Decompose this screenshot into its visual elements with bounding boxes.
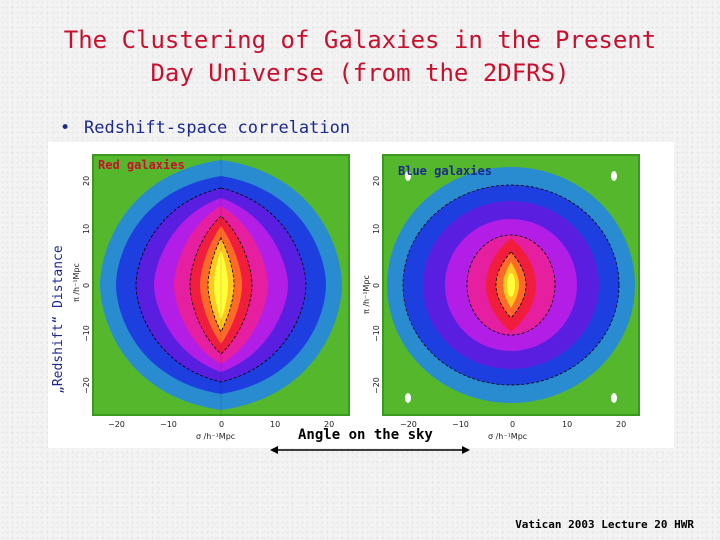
left-y-tick-minus20: −20	[82, 377, 91, 394]
right-y-tick-10: 10	[372, 223, 381, 234]
left-x-tick-minus20: −20	[108, 420, 125, 429]
red-correlation-map	[92, 154, 350, 416]
footer-citation: Vatican 2003 Lecture 20 HWR	[515, 518, 694, 531]
left-y-tick-minus10: −10	[82, 325, 91, 342]
bullet-dot-icon: •	[60, 118, 71, 138]
correlation-figure: Red galaxies Blue galaxies 20 10 0 −10 −…	[48, 142, 674, 448]
red-galaxies-panel	[92, 154, 350, 416]
left-y-tick-20: 20	[82, 175, 91, 186]
left-y-tick-10: 10	[82, 223, 91, 234]
left-x-unit: σ /h⁻¹Mpc	[196, 432, 236, 441]
left-x-tick-0: 0	[219, 420, 225, 429]
right-y-tick-minus20: −20	[372, 377, 381, 394]
left-x-tick-20: 20	[324, 420, 335, 429]
right-y-unit: π /h⁻¹Mpc	[362, 275, 371, 314]
right-x-tick-0: 0	[510, 420, 516, 429]
bullet-text: Redshift-space correlation	[84, 118, 351, 138]
y-axis-title: „Redshift“ Distance	[51, 245, 66, 394]
right-y-tick-20: 20	[372, 175, 381, 186]
slide-title: The Clustering of Galaxies in the Presen…	[40, 24, 680, 90]
left-x-tick-minus10: −10	[160, 420, 177, 429]
right-y-tick-0: 0	[372, 282, 381, 288]
blue-correlation-map	[382, 154, 640, 416]
left-y-tick-0: 0	[82, 282, 91, 288]
title-line-2: Day Universe (from the 2DFRS)	[150, 59, 570, 87]
right-y-tick-minus10: −10	[372, 325, 381, 342]
left-x-tick-10: 10	[270, 420, 281, 429]
bullet-item: • Redshift-space correlation	[60, 118, 350, 138]
blue-galaxies-panel	[382, 154, 640, 416]
right-x-tick-10: 10	[562, 420, 573, 429]
right-x-unit: σ /h⁻¹Mpc	[488, 432, 528, 441]
right-x-tick-20: 20	[616, 420, 627, 429]
blue-galaxies-label: Blue galaxies	[398, 164, 492, 178]
right-x-tick-minus10: −10	[452, 420, 469, 429]
red-galaxies-label: Red galaxies	[98, 158, 185, 172]
left-y-unit: π /h⁻¹Mpc	[72, 263, 81, 302]
x-axis-title: Angle on the sky	[298, 427, 433, 443]
right-x-tick-minus20: −20	[400, 420, 417, 429]
double-arrow-icon	[270, 446, 470, 454]
title-line-1: The Clustering of Galaxies in the Presen…	[63, 26, 657, 54]
